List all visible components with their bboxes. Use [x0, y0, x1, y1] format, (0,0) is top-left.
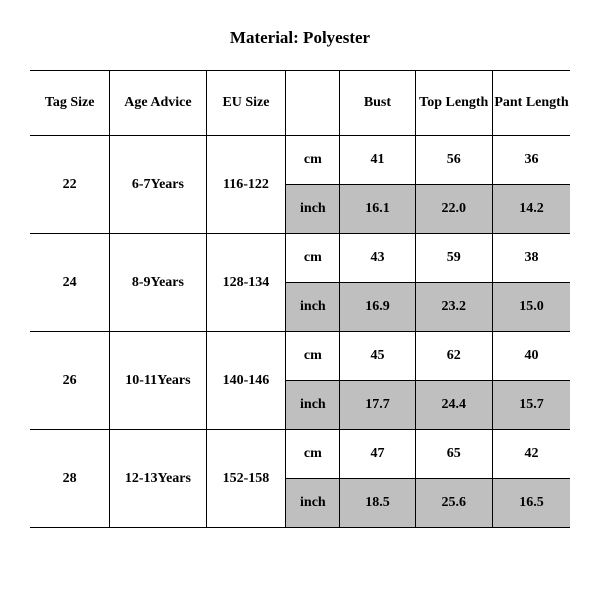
cell-tag: 26 [30, 332, 110, 430]
cell-pant-inch: 15.0 [492, 283, 570, 332]
cell-age: 10-11Years [110, 332, 206, 430]
cell-top-inch: 22.0 [415, 185, 492, 234]
cell-eu: 116-122 [206, 136, 286, 234]
cell-top-inch: 25.6 [415, 479, 492, 528]
col-eu-size: EU Size [206, 71, 286, 136]
col-bust: Bust [340, 71, 415, 136]
col-tag-size: Tag Size [30, 71, 110, 136]
cell-bust-inch: 16.1 [340, 185, 415, 234]
table-row: 2610-11Years140-146cm456240 [30, 332, 570, 381]
cell-eu: 140-146 [206, 332, 286, 430]
col-unit [286, 71, 340, 136]
cell-pant-cm: 38 [492, 234, 570, 283]
table-body: 226-7Years116-122cm415636inch16.122.014.… [30, 136, 570, 528]
cell-tag: 24 [30, 234, 110, 332]
cell-bust-inch: 16.9 [340, 283, 415, 332]
cell-tag: 28 [30, 430, 110, 528]
cell-unit-cm: cm [286, 136, 340, 185]
cell-bust-cm: 45 [340, 332, 415, 381]
cell-bust-cm: 41 [340, 136, 415, 185]
size-table: Tag Size Age Advice EU Size Bust Top Len… [30, 70, 570, 528]
cell-unit-inch: inch [286, 381, 340, 430]
cell-age: 8-9Years [110, 234, 206, 332]
col-age-advice: Age Advice [110, 71, 206, 136]
table-header-row: Tag Size Age Advice EU Size Bust Top Len… [30, 71, 570, 136]
cell-unit-inch: inch [286, 185, 340, 234]
cell-top-inch: 23.2 [415, 283, 492, 332]
cell-top-cm: 56 [415, 136, 492, 185]
cell-pant-cm: 42 [492, 430, 570, 479]
cell-eu: 128-134 [206, 234, 286, 332]
cell-pant-inch: 14.2 [492, 185, 570, 234]
col-pant-length: Pant Length [492, 71, 570, 136]
cell-pant-inch: 16.5 [492, 479, 570, 528]
cell-bust-inch: 18.5 [340, 479, 415, 528]
cell-unit-inch: inch [286, 479, 340, 528]
cell-age: 12-13Years [110, 430, 206, 528]
cell-bust-inch: 17.7 [340, 381, 415, 430]
cell-eu: 152-158 [206, 430, 286, 528]
cell-tag: 22 [30, 136, 110, 234]
cell-unit-cm: cm [286, 430, 340, 479]
table-row: 2812-13Years152-158cm476542 [30, 430, 570, 479]
cell-top-cm: 65 [415, 430, 492, 479]
cell-unit-inch: inch [286, 283, 340, 332]
cell-pant-cm: 36 [492, 136, 570, 185]
cell-pant-cm: 40 [492, 332, 570, 381]
cell-top-cm: 62 [415, 332, 492, 381]
table-row: 248-9Years128-134cm435938 [30, 234, 570, 283]
page-title: Material: Polyester [30, 28, 570, 48]
cell-unit-cm: cm [286, 332, 340, 381]
cell-unit-cm: cm [286, 234, 340, 283]
cell-pant-inch: 15.7 [492, 381, 570, 430]
cell-top-cm: 59 [415, 234, 492, 283]
col-top-length: Top Length [415, 71, 492, 136]
cell-bust-cm: 43 [340, 234, 415, 283]
cell-age: 6-7Years [110, 136, 206, 234]
cell-bust-cm: 47 [340, 430, 415, 479]
cell-top-inch: 24.4 [415, 381, 492, 430]
table-row: 226-7Years116-122cm415636 [30, 136, 570, 185]
